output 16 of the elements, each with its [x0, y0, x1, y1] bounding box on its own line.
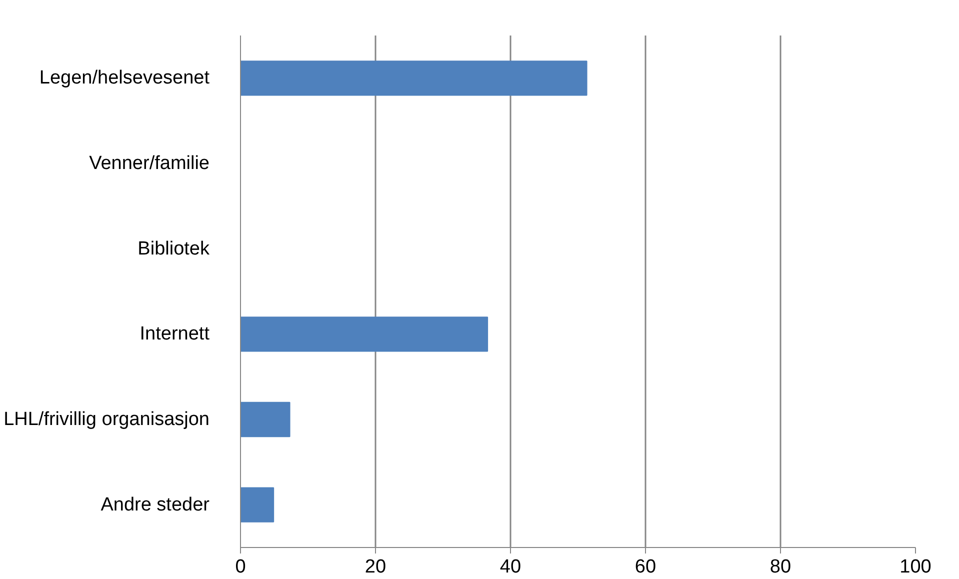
- y-tick-label: Venner/familie: [89, 153, 210, 174]
- y-tick-label: Bibliotek: [138, 238, 210, 260]
- y-tick-label: LHL/frivillig organisasjon: [4, 409, 210, 430]
- x-tick-label: 40: [500, 556, 522, 578]
- x-tick-label: 100: [900, 556, 932, 578]
- y-tick-label: Andre steder: [100, 494, 210, 516]
- bar: [240, 487, 274, 522]
- bar: [240, 402, 290, 438]
- y-tick-label: Internett: [140, 324, 210, 345]
- x-tick-label: 20: [364, 556, 386, 578]
- bar: [240, 316, 488, 352]
- x-tick-label: 80: [770, 556, 792, 578]
- x-tick-label: 0: [235, 556, 246, 578]
- bar: [240, 60, 588, 96]
- y-tick-label: Legen/helsevesenet: [39, 68, 210, 89]
- x-tick-label: 60: [634, 556, 656, 578]
